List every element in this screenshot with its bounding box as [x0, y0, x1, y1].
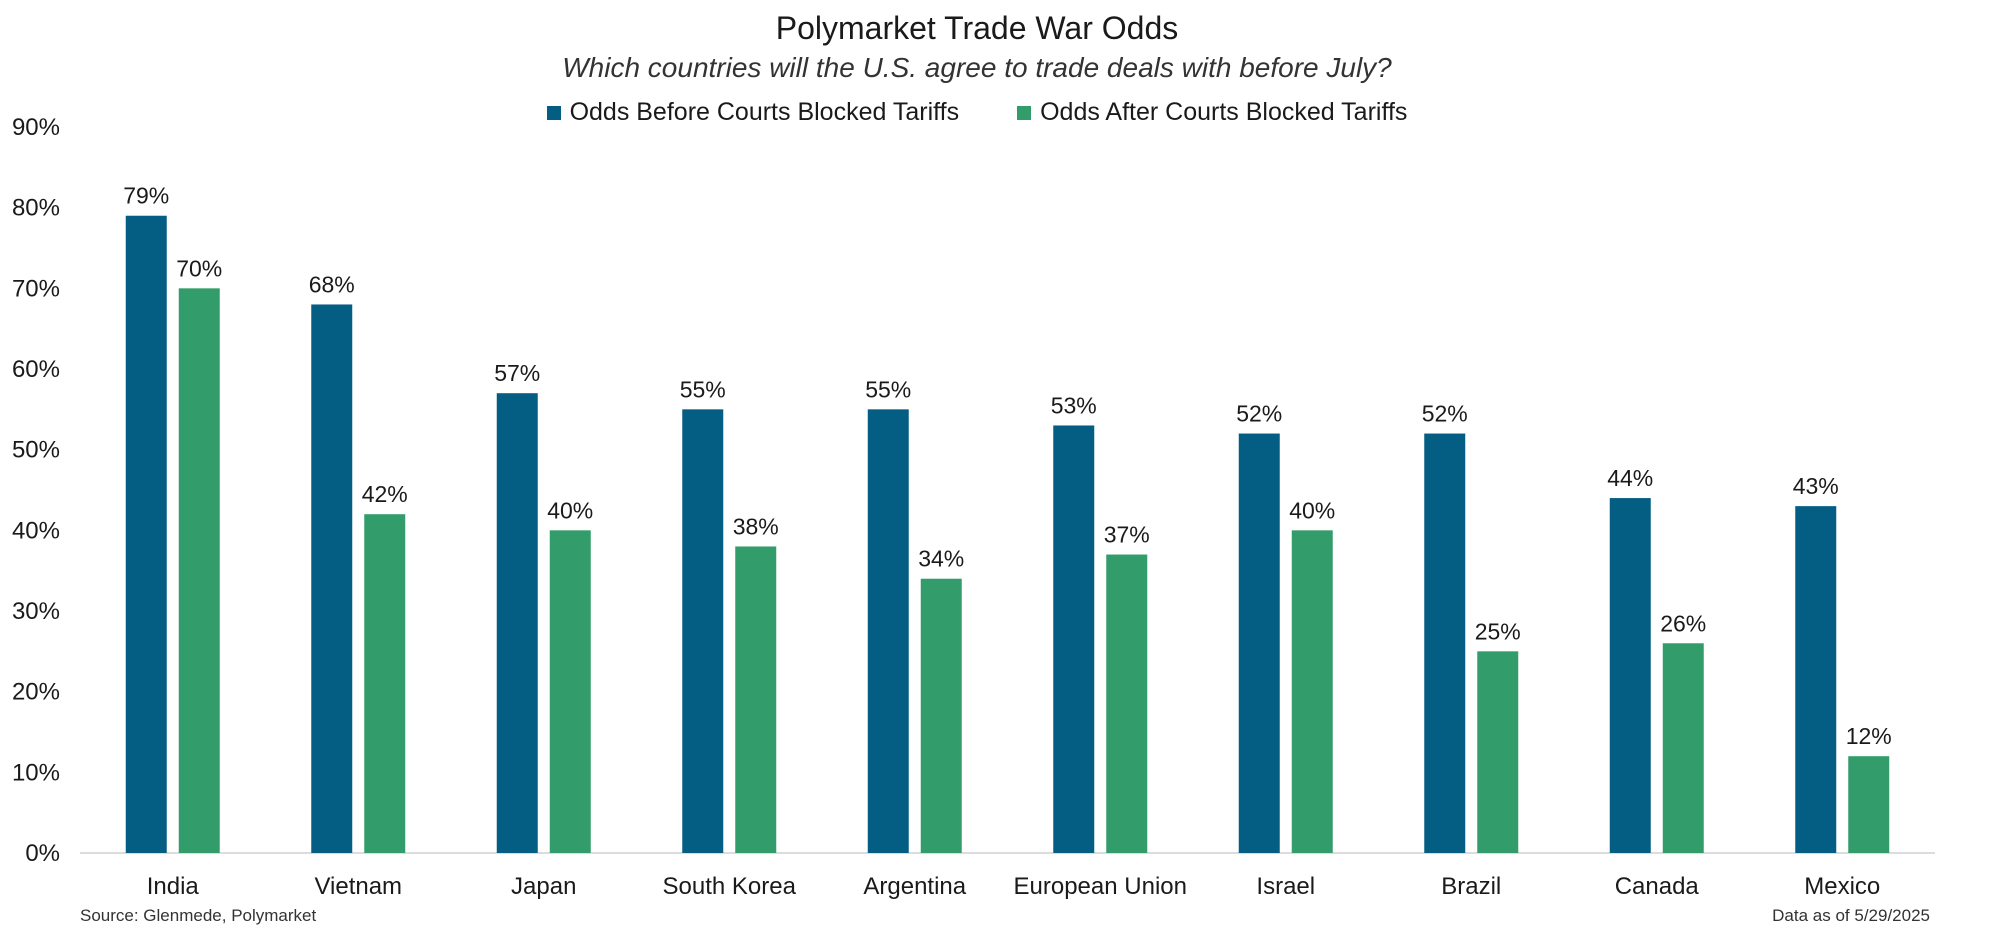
bar-chart: 0% 10% 20% 30% 40% 50% 60% 70% 80% 90% 79% 70% India… — [12, 114, 1935, 900]
data-label: 12% — [1846, 723, 1892, 749]
legend-swatch-after — [1017, 105, 1032, 120]
bar-before — [1609, 498, 1651, 853]
data-label: 40% — [547, 497, 593, 523]
data-label: 26% — [1660, 610, 1706, 636]
category-label: Argentina — [863, 873, 966, 900]
y-tick-label: 90% — [12, 114, 60, 141]
bar-before — [1424, 433, 1466, 853]
y-tick-label: 0% — [25, 840, 60, 867]
bar-after — [178, 288, 220, 853]
data-label: 57% — [494, 360, 540, 386]
chart-subtitle: Which countries will the U.S. agree to t… — [562, 52, 1392, 83]
bar-before — [125, 215, 167, 853]
bar-after — [735, 546, 777, 853]
bar-after — [364, 514, 406, 853]
data-label: 55% — [865, 376, 911, 402]
category-label: South Korea — [663, 873, 797, 900]
bar-after — [1291, 530, 1333, 853]
data-label: 38% — [733, 513, 779, 539]
y-tick-label: 30% — [12, 598, 60, 625]
category-label: Brazil — [1441, 873, 1501, 900]
bar-before — [496, 393, 538, 853]
category-label: Japan — [511, 873, 576, 900]
y-tick-label: 70% — [12, 275, 60, 302]
legend-item-after: Odds After Courts Blocked Tariffs — [1017, 98, 1407, 127]
legend-label-after: Odds After Courts Blocked Tariffs — [1040, 98, 1408, 126]
data-date-note: Data as of 5/29/2025 — [1772, 906, 1930, 925]
bar-before — [1238, 433, 1280, 853]
data-label: 52% — [1236, 401, 1282, 427]
y-tick-label: 80% — [12, 195, 60, 222]
bar-after — [1106, 554, 1148, 853]
category-label: Vietnam — [314, 873, 402, 900]
category-label: Canada — [1615, 873, 1700, 900]
data-label: 40% — [1289, 497, 1335, 523]
bar-after — [549, 530, 591, 853]
y-tick-label: 50% — [12, 437, 60, 464]
category-label: Mexico — [1804, 873, 1880, 900]
bar-after — [920, 578, 962, 853]
bar-before — [867, 409, 909, 853]
category-label: India — [147, 873, 200, 900]
y-tick-label: 60% — [12, 356, 60, 383]
data-label: 53% — [1051, 392, 1097, 418]
bar-before — [1795, 506, 1837, 853]
data-label: 43% — [1793, 473, 1839, 499]
chart-title: Polymarket Trade War Odds — [775, 10, 1179, 46]
data-label: 79% — [123, 183, 169, 209]
source-note: Source: Glenmede, Polymarket — [80, 906, 317, 925]
legend-label-before: Odds Before Courts Blocked Tariffs — [569, 98, 960, 126]
data-label: 52% — [1422, 401, 1468, 427]
data-label: 37% — [1104, 522, 1150, 548]
category-label: Israel — [1256, 873, 1315, 900]
legend-swatch-before — [546, 105, 561, 120]
bar-after — [1477, 651, 1519, 853]
bar-before — [682, 409, 724, 853]
y-tick-label: 20% — [12, 679, 60, 706]
y-tick-label: 10% — [12, 759, 60, 786]
bar-before — [1053, 425, 1095, 853]
legend: Odds Before Courts Blocked Tariffs Odds … — [0, 98, 1954, 127]
data-label: 68% — [309, 271, 355, 297]
bar-before — [311, 304, 353, 853]
y-tick-label: 40% — [12, 517, 60, 544]
data-label: 42% — [362, 481, 408, 507]
data-label: 25% — [1475, 618, 1521, 644]
category-label: European Union — [1014, 873, 1187, 900]
bar-after — [1662, 643, 1704, 853]
data-label: 34% — [918, 546, 964, 572]
data-label: 70% — [176, 255, 222, 281]
legend-item-before: Odds Before Courts Blocked Tariffs — [546, 98, 960, 127]
data-label: 55% — [680, 376, 726, 402]
bar-after — [1848, 756, 1890, 853]
data-label: 44% — [1607, 465, 1653, 491]
